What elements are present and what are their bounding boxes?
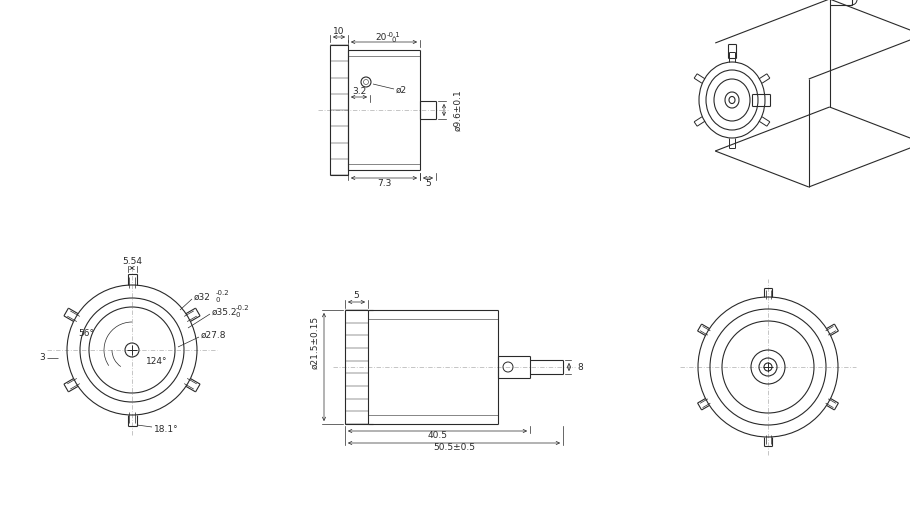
- Text: ø21.5±0.15: ø21.5±0.15: [310, 316, 319, 369]
- Text: 50.5±0.5: 50.5±0.5: [433, 444, 475, 453]
- Text: 5.54: 5.54: [122, 257, 142, 267]
- Text: 124°: 124°: [146, 358, 167, 366]
- Text: ø9.6±0.1: ø9.6±0.1: [453, 89, 462, 131]
- Text: 0: 0: [391, 37, 396, 43]
- Text: -0.2: -0.2: [236, 305, 249, 311]
- Text: ø27.8: ø27.8: [201, 331, 227, 340]
- Text: ø32: ø32: [194, 292, 211, 301]
- Text: -0.2: -0.2: [216, 290, 229, 296]
- Text: 0: 0: [236, 312, 240, 318]
- Text: 40.5: 40.5: [428, 432, 448, 440]
- Text: 10: 10: [333, 27, 345, 37]
- Text: 5: 5: [425, 178, 430, 187]
- Text: 8: 8: [577, 362, 582, 372]
- Text: 3.2: 3.2: [352, 88, 366, 97]
- Text: 7.3: 7.3: [377, 178, 391, 187]
- Text: 5: 5: [354, 291, 359, 300]
- Text: ø35.2: ø35.2: [212, 308, 238, 317]
- Text: 20: 20: [375, 33, 387, 41]
- Text: -0.1: -0.1: [387, 32, 401, 38]
- Text: ø2: ø2: [396, 86, 407, 94]
- Text: 56°: 56°: [78, 330, 94, 339]
- Text: 3: 3: [39, 353, 45, 362]
- Text: 18.1°: 18.1°: [154, 425, 178, 434]
- Text: 0: 0: [216, 297, 220, 303]
